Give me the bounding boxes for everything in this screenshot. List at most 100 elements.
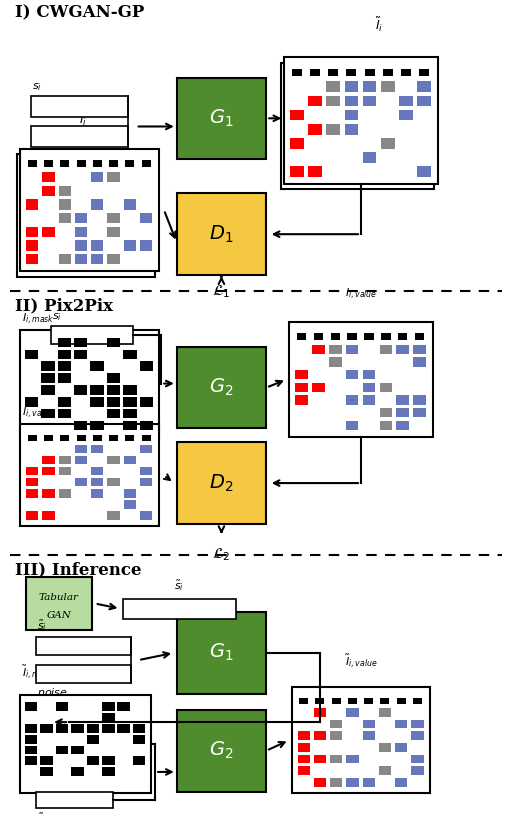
Text: $\tilde{s}_i$: $\tilde{s}_i$ [37, 619, 47, 633]
Bar [327, 82, 340, 92]
Bar [133, 756, 145, 765]
Bar [363, 153, 376, 163]
Bar [295, 383, 308, 392]
Bar [133, 734, 145, 743]
Bar [87, 756, 99, 765]
Bar [40, 756, 53, 765]
Bar [26, 577, 92, 630]
Bar [362, 731, 375, 740]
Bar [411, 720, 423, 729]
Bar [330, 778, 342, 787]
Bar [347, 69, 356, 77]
Bar [401, 69, 411, 77]
Bar [314, 731, 326, 740]
Bar [380, 698, 390, 704]
Bar [58, 361, 71, 371]
Bar [297, 743, 310, 752]
Bar [124, 456, 136, 464]
Bar [58, 373, 71, 383]
Bar [107, 373, 120, 383]
Bar [177, 710, 266, 792]
Bar [26, 241, 38, 251]
Bar [42, 467, 55, 475]
Bar [93, 435, 102, 441]
Bar [399, 109, 413, 121]
Bar [26, 254, 38, 264]
Bar [26, 478, 38, 486]
Bar [329, 344, 342, 354]
Bar [364, 698, 373, 704]
Bar [133, 724, 145, 733]
Bar [395, 743, 407, 752]
Bar [20, 424, 159, 526]
Bar [123, 397, 137, 406]
Bar [396, 408, 409, 417]
Bar [59, 213, 71, 224]
Bar [123, 420, 137, 430]
Bar [398, 333, 408, 340]
Bar [413, 344, 426, 354]
Bar [330, 755, 342, 764]
Bar [330, 720, 342, 729]
Bar [415, 333, 424, 340]
Bar [93, 160, 102, 167]
Bar [26, 490, 38, 498]
Bar [20, 330, 159, 437]
Bar [314, 778, 326, 787]
Bar [71, 724, 84, 733]
Bar [140, 213, 152, 224]
Bar [348, 333, 357, 340]
Bar [56, 724, 68, 733]
Bar [91, 490, 103, 498]
Bar [363, 95, 376, 106]
Bar [292, 69, 302, 77]
Text: $\mathcal{L}_2$: $\mathcal{L}_2$ [212, 547, 230, 563]
Bar [379, 743, 391, 752]
Bar [25, 349, 38, 359]
Bar [107, 385, 120, 395]
Bar [44, 160, 53, 167]
Bar [58, 409, 71, 419]
Bar [77, 435, 86, 441]
Bar [362, 370, 375, 379]
Bar [75, 241, 87, 251]
Bar [177, 347, 266, 428]
Bar [327, 95, 340, 106]
Bar [51, 326, 133, 344]
Text: $\tilde{s}_i$: $\tilde{s}_i$ [174, 579, 184, 593]
Bar [42, 227, 55, 237]
Bar [346, 395, 358, 405]
Bar [17, 154, 155, 277]
Bar [142, 160, 151, 167]
Bar [25, 703, 37, 712]
Bar [109, 435, 118, 441]
Bar [346, 344, 358, 354]
Bar [411, 731, 423, 740]
Bar [42, 172, 55, 183]
Bar [124, 490, 136, 498]
Bar [417, 166, 431, 177]
Bar [26, 199, 38, 210]
Bar [297, 731, 310, 740]
Bar [177, 78, 266, 159]
Bar [346, 708, 358, 716]
Bar [411, 766, 423, 775]
Bar [314, 708, 326, 716]
Bar [28, 435, 37, 441]
Bar [87, 724, 99, 733]
Bar [332, 698, 340, 704]
Bar [177, 193, 266, 275]
Bar [308, 95, 322, 106]
Bar [102, 767, 115, 776]
Bar [36, 637, 131, 655]
Bar [140, 420, 153, 430]
Bar [56, 746, 68, 755]
Bar [71, 767, 84, 776]
Bar [123, 409, 137, 419]
Bar [140, 361, 153, 371]
Text: II) Pix2Pix: II) Pix2Pix [15, 298, 113, 315]
Bar [25, 724, 37, 733]
Bar [379, 408, 392, 417]
Bar [75, 227, 87, 237]
Text: $I_{i,value}$: $I_{i,value}$ [345, 286, 377, 302]
